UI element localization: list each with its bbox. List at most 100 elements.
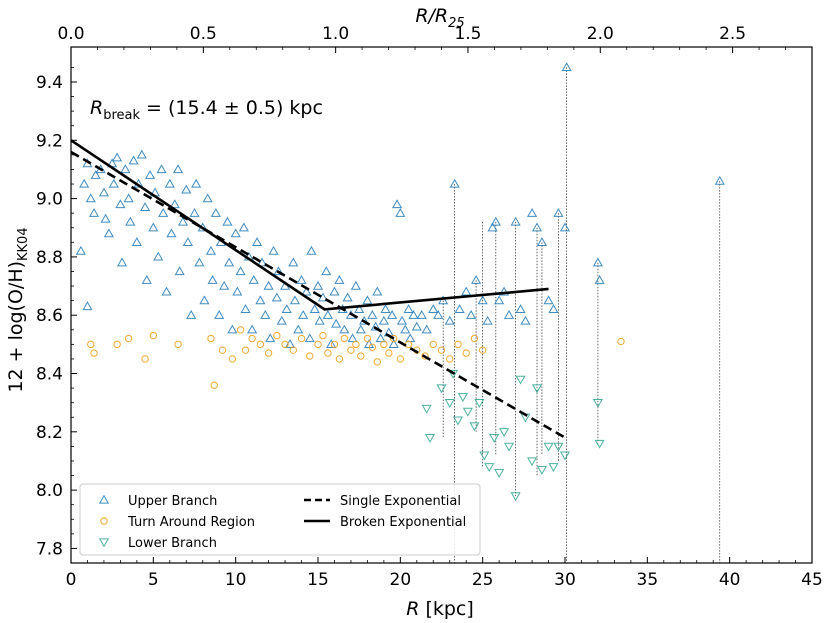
turn-around-region-point [307, 353, 313, 359]
lower-branch-point [459, 394, 467, 401]
lower-branch-point [446, 400, 454, 407]
upper-branch-point [220, 282, 228, 289]
upper-branch-point [538, 238, 546, 245]
y-tick-label: 8.4 [36, 365, 63, 385]
x-tick-label: 20 [390, 570, 412, 590]
upper-branch-point [248, 326, 256, 333]
upper-branch-point [495, 296, 503, 303]
upper-branch-point [166, 180, 174, 187]
legend-label: Turn Around Region [127, 515, 255, 530]
lower-branch-point [511, 493, 519, 500]
x-tick-label: 15 [307, 570, 329, 590]
upper-branch-point [212, 209, 220, 216]
y-tick-label: 8.0 [36, 481, 63, 501]
upper-branch-point [401, 326, 409, 333]
lower-branch-point [426, 434, 434, 441]
upper-branch-point [187, 311, 195, 318]
turn-around-region-point [374, 359, 380, 365]
upper-branch-point [315, 317, 323, 324]
turn-around-region-point [242, 347, 248, 353]
upper-branch-point [368, 311, 376, 318]
lower-branch-point [495, 469, 503, 476]
upper-branch-point [332, 320, 340, 327]
lower-branch-point [561, 452, 569, 459]
turn-around-region-point [447, 356, 453, 362]
upper-branch-point [154, 253, 162, 260]
lower-branch-point [475, 400, 483, 407]
upper-branch-point [307, 247, 315, 254]
upper-branch-point [223, 218, 231, 225]
turn-around-region-point [249, 335, 255, 341]
y-tick-label: 8.8 [36, 248, 63, 268]
turn-around-region-point [386, 350, 392, 356]
upper-branch-point [450, 180, 458, 187]
upper-branch-point [182, 186, 190, 193]
upper-branch-point [133, 238, 141, 245]
x-tick-label: 25 [472, 570, 494, 590]
top-tick-label: 0.5 [190, 24, 217, 44]
upper-branch-point [373, 288, 381, 295]
x-tick-label: 45 [801, 570, 823, 590]
upper-branch-point [77, 247, 85, 254]
upper-branch-point [455, 305, 463, 312]
upper-branch-point [462, 288, 470, 295]
annotation: Rbreak = (15.4 ± 0.5) kpc [90, 97, 323, 123]
upper-branch-point [472, 276, 480, 283]
turn-around-region-point [618, 338, 624, 344]
lower-branch-point [464, 408, 472, 415]
upper-branch-point [87, 194, 95, 201]
upper-branch-point [562, 63, 570, 70]
turn-around-region-point [114, 341, 120, 347]
upper-branch-point [393, 200, 401, 207]
y-tick-label: 9.4 [36, 73, 63, 93]
lower-branch-point [594, 400, 602, 407]
annotation-sub: break [103, 108, 140, 123]
upper-branch-point [297, 276, 305, 283]
lower-branch-point [538, 467, 546, 474]
turn-around-region-point [219, 347, 225, 353]
lower-branch-point [480, 452, 488, 459]
upper-branch-point [231, 229, 239, 236]
lower-branch-point [528, 458, 536, 465]
upper-branch-point [348, 334, 356, 341]
upper-branch-point [83, 302, 91, 309]
upper-branch-point [418, 311, 426, 318]
lower-branch-point [454, 417, 462, 424]
y-axis-label: 12 + log(O/H)KK04 [5, 227, 31, 392]
lower-branch-point [516, 376, 524, 383]
upper-branch-point [225, 259, 233, 266]
lower-branch-point [595, 440, 603, 447]
lower-branch-point [505, 443, 513, 450]
upper-branch-point [511, 218, 519, 225]
top-tick-label: 0.0 [57, 24, 84, 44]
lower-branch-point [544, 443, 552, 450]
upper-branch-point [200, 296, 208, 303]
turn-around-region-point [438, 347, 444, 353]
x-tick-label: 35 [637, 570, 659, 590]
lower-branch-point [490, 434, 498, 441]
top-axis-label: R/R25 [415, 5, 464, 31]
upper-branch-point [306, 334, 314, 341]
annotation-main: R [90, 97, 103, 119]
lower-branch-point [437, 385, 445, 392]
turn-around-region-point [358, 353, 364, 359]
y-tick-label: 8.2 [36, 423, 63, 443]
x-axis-label-unit: [kpc] [419, 598, 473, 620]
upper-branch-point [404, 305, 412, 312]
upper-branch-point [192, 180, 200, 187]
upper-branch-point [203, 194, 211, 201]
upper-branch-point [167, 229, 175, 236]
chart: 0 5 10 15 20 25 30 35 40 457.88.08.28.48.68.89.09… [0, 0, 830, 623]
lower-branch-point [485, 464, 493, 471]
upper-branch-point [264, 282, 272, 289]
upper-branch-point [126, 218, 134, 225]
x-axis-label-main: R [406, 598, 419, 620]
x-tick-label: 10 [225, 570, 247, 590]
upper-branch-point [363, 296, 371, 303]
upper-branch-point [146, 171, 154, 178]
upper-branch-point [273, 294, 281, 301]
upper-branch-point [335, 276, 343, 283]
droplines [443, 67, 720, 563]
turn-around-region-point [430, 341, 436, 347]
upper-branch-point [396, 209, 404, 216]
